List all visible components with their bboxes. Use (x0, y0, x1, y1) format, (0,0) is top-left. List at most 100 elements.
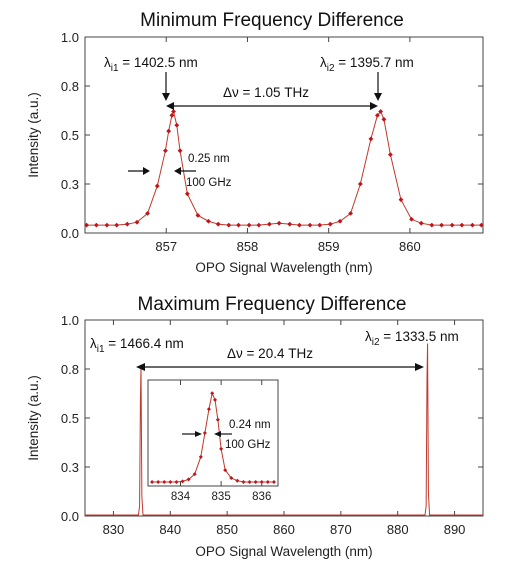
y-tick-label: 0.5 (61, 128, 79, 143)
chart2-x-axis-label: OPO Signal Wavelength (nm) (195, 544, 372, 559)
data-point (202, 431, 207, 435)
data-point (381, 116, 387, 122)
y-tick-label: 0.8 (61, 79, 79, 94)
data-point (223, 468, 228, 473)
data-point (174, 480, 179, 485)
data-point (236, 222, 241, 228)
chart1-lambda2-label: λi2 = 1395.7 nm (320, 55, 414, 74)
data-point (93, 222, 99, 228)
data-point (259, 480, 264, 485)
data-point (166, 128, 172, 134)
x-tick-label: 860 (399, 239, 421, 254)
inset-fwhm-nm: 0.24 nm (229, 419, 271, 431)
data-point (168, 480, 173, 485)
chart2-title: Maximum Frequency Difference (138, 294, 407, 315)
data-point (192, 472, 197, 477)
y-tick-label: 0.3 (61, 460, 79, 475)
chart2-delta-arrowhead-left (136, 363, 145, 371)
data-point (256, 222, 262, 228)
y-tick-label: 0.0 (61, 226, 79, 241)
chart1-fwhm-ghz: 100 GHz (186, 177, 232, 189)
data-point (156, 480, 161, 485)
data-point (276, 220, 282, 226)
data-point (459, 222, 465, 228)
data-point (163, 148, 168, 154)
data-point (180, 479, 185, 484)
data-point (253, 480, 258, 485)
x-tick-label: 836 (252, 491, 271, 503)
data-point (177, 148, 183, 154)
chart1-fwhm-arrowhead-right (174, 167, 181, 175)
chart1-delta-arrowhead-right (370, 102, 378, 110)
data-point (348, 211, 354, 216)
data-point (171, 109, 176, 114)
data-point (246, 222, 252, 228)
chart2-lambda1-label: λi1 = 1466.4 nm (90, 336, 184, 355)
data-point (195, 212, 201, 218)
data-point (186, 477, 191, 482)
data-point (215, 221, 221, 227)
chart2-y-axis: 0.0 0.3 0.5 0.8 1.0 (61, 313, 483, 524)
chart1-title: Minimum Frequency Difference (140, 10, 404, 31)
data-point (169, 113, 175, 118)
y-tick-label: 0.8 (61, 362, 79, 377)
data-point (229, 476, 234, 481)
data-point (449, 222, 455, 228)
chart1-lambda2-arrowhead (374, 93, 382, 101)
chart1-fwhm-arrowhead-left (143, 167, 150, 175)
series-line (85, 343, 483, 516)
data-point (174, 122, 180, 128)
data-point (297, 222, 302, 228)
data-point (84, 222, 90, 228)
chart2-delta-label: Δν = 20.4 THz (227, 346, 313, 361)
chart2-y-axis-label: Intensity (a.u.) (26, 375, 41, 461)
inset-x-axis: 834 835 836 (171, 380, 271, 503)
chart2-delta-arrowhead-right (415, 363, 424, 371)
data-point (478, 222, 484, 228)
data-point (265, 480, 270, 485)
x-tick-label: 858 (237, 239, 259, 254)
data-point (215, 417, 220, 422)
data-point (206, 407, 211, 412)
chart-minimum-frequency: Minimum Frequency Difference 0.00.30.50.… (26, 10, 484, 275)
data-point (241, 480, 246, 485)
inset-series (150, 391, 276, 485)
data-point (307, 222, 313, 228)
data-point (287, 221, 293, 227)
chart1-y-axis: 0.0 0.3 0.5 0.8 1.0 (61, 30, 483, 241)
inset-fwhm-arrowhead-left (195, 431, 202, 437)
chart1-x-axis-label: OPO Signal Wavelength (nm) (195, 260, 372, 275)
data-point (357, 181, 363, 187)
data-point (266, 221, 272, 227)
chart2-series (85, 343, 483, 516)
data-point (124, 221, 130, 227)
x-tick-label: 835 (212, 491, 231, 503)
y-tick-label: 0.5 (61, 411, 79, 426)
data-point (429, 222, 435, 228)
data-point (154, 183, 160, 189)
x-tick-label: 850 (216, 522, 238, 537)
x-tick-label: 857 (155, 239, 177, 254)
data-point (162, 480, 167, 485)
x-tick-label: 834 (171, 491, 191, 503)
data-point (206, 218, 211, 224)
data-point (226, 222, 232, 228)
chart1-lambda1-arrowhead (162, 93, 170, 101)
y-tick-label: 1.0 (61, 30, 79, 45)
data-point (184, 191, 190, 197)
x-tick-label: 840 (159, 522, 181, 537)
y-tick-label: 0.3 (61, 177, 79, 192)
data-point (398, 197, 404, 203)
data-point (145, 211, 150, 216)
chart2-inset: 834 835 836 0.24 nm 100 GHz (147, 379, 279, 503)
x-tick-label: 880 (387, 522, 409, 537)
chart1-series (84, 109, 484, 228)
x-tick-label: 860 (273, 522, 295, 537)
data-point (198, 454, 203, 459)
data-point (327, 221, 333, 227)
inset-plot-frame (147, 379, 279, 487)
data-point (470, 222, 475, 228)
inset-fwhm-ghz: 100 GHz (225, 439, 271, 451)
data-point (247, 480, 252, 485)
